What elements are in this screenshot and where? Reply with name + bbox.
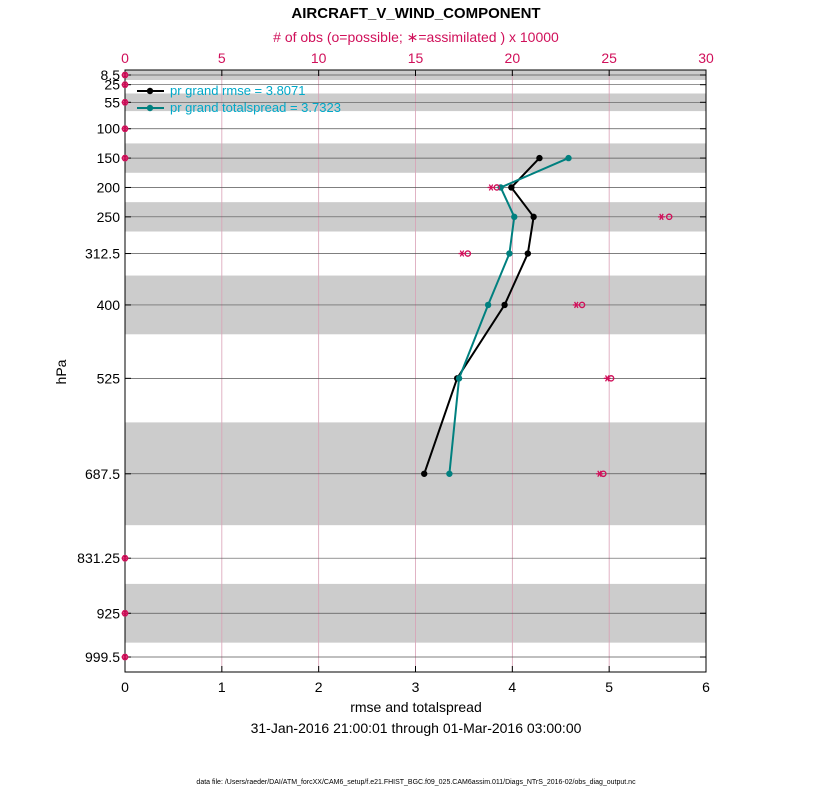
obs-assimilated-4 [121, 154, 129, 162]
x-tick-label-3: 3 [412, 679, 420, 695]
y-tick-label-1: 25 [104, 77, 120, 93]
obs-assimilated-stroke [122, 609, 128, 617]
y-tick-label-11: 831.25 [77, 550, 120, 566]
y-tick-label-0: 8.5 [101, 67, 121, 83]
obs-assimilated-3 [121, 125, 129, 133]
series-0-point-3 [524, 250, 532, 257]
obs-assimilated-stroke [122, 81, 128, 88]
series-0-point-0 [536, 154, 543, 162]
series-1-point-2 [511, 213, 518, 221]
obs-assimilated-stroke [122, 99, 128, 106]
x-axis-label: rmse and totalspread [350, 699, 482, 715]
obs-assimilated-6 [658, 213, 665, 221]
obs-assimilated-stroke [122, 154, 128, 162]
series-1-point-5 [455, 375, 463, 382]
obs-assimilated-9 [603, 375, 611, 382]
x-tick-label-4: 4 [508, 679, 516, 695]
obs-assimilated-10 [596, 470, 603, 478]
obs-assimilated-13 [121, 653, 129, 661]
chart-title: AIRCRAFT_V_WIND_COMPONENT [291, 5, 540, 22]
legend-spread-label: pr grand totalspread = 3.7323 [170, 100, 341, 115]
obs-assimilated-stroke [122, 653, 128, 661]
top-tick-label-5: 25 [601, 50, 617, 66]
obs-assimilated-5 [487, 184, 495, 191]
y-tick-label-3: 100 [97, 121, 121, 137]
obs-assimilated-stroke [597, 470, 602, 478]
top-tick-label-6: 30 [698, 50, 714, 66]
x-tick-label-6: 6 [702, 679, 710, 695]
series-0-point-4 [501, 301, 508, 309]
obs-assimilated-0 [121, 71, 129, 79]
series-0-point-6 [421, 470, 428, 477]
x-tick-label-0: 0 [121, 679, 129, 695]
series-layer [421, 154, 572, 477]
obs-assimilated-stroke [122, 554, 128, 562]
series-1-point-3 [506, 250, 513, 257]
legend-rmse-label: pr grand rmse = 3.8071 [170, 83, 306, 98]
series-1-point-0 [565, 154, 572, 162]
obs-assimilated-stroke [459, 250, 465, 257]
obs-assimilated-stroke [659, 213, 664, 221]
obs-assimilated-8 [572, 301, 580, 309]
obs-markers [121, 71, 673, 661]
date-range: 31-Jan-2016 21:00:01 through 01-Mar-2016… [251, 720, 582, 736]
legend: pr grand rmse = 3.8071 pr grand totalspr… [137, 83, 341, 115]
y-tick-label-5: 200 [97, 179, 121, 195]
obs-assimilated-stroke [488, 184, 494, 191]
legend-spread-marker [146, 104, 154, 112]
obs-possible-6 [665, 213, 673, 221]
series-0-point-1 [508, 184, 515, 191]
y-tick-label-12: 925 [97, 605, 121, 621]
y-tick-label-2: 55 [104, 94, 120, 110]
obs-assimilated-stroke [122, 71, 128, 79]
series-1-point-6 [446, 470, 453, 477]
y-tick-label-6: 250 [97, 209, 121, 225]
x-tick-label-2: 2 [315, 679, 323, 695]
y-axis-label: hPa [53, 359, 69, 384]
top-tick-label-3: 15 [408, 50, 424, 66]
top-tick-label-4: 20 [505, 50, 521, 66]
data-file-footer: data file: /Users/raeder/DAI/ATM_forcXX/… [196, 779, 636, 786]
y-tick-label-9: 525 [97, 370, 121, 386]
y-tick-label-7: 312.5 [85, 246, 120, 262]
x-tick-label-5: 5 [605, 679, 613, 695]
series-1-point-4 [484, 301, 492, 309]
obs-assimilated-1 [121, 81, 129, 88]
top-tick-label-1: 5 [218, 50, 226, 66]
obs-assimilated-12 [121, 609, 129, 617]
legend-rmse-marker [146, 87, 154, 95]
y-tick-label-8: 400 [97, 297, 121, 313]
axis-ticks: 0 1 2 3 4 5 60 5 10 15 20 25 308.5255510015020025031… [77, 50, 714, 695]
series-0-point-2 [530, 213, 537, 221]
y-tick-label-4: 150 [97, 150, 121, 166]
y-tick-label-10: 687.5 [85, 466, 120, 482]
top-tick-label-0: 0 [121, 50, 129, 66]
obs-assimilated-stroke [604, 375, 610, 382]
obs-assimilated-stroke [122, 125, 128, 133]
top-tick-label-2: 10 [311, 50, 327, 66]
obs-assimilated-stroke [573, 301, 579, 309]
top-axis-label: # of obs (o=possible; ∗=assimilated ) x … [273, 29, 559, 45]
obs-assimilated-7 [458, 250, 466, 257]
y-tick-label-13: 999.5 [85, 649, 120, 665]
obs-assimilated-2 [121, 99, 129, 106]
obs-assimilated-11 [121, 554, 129, 562]
x-tick-label-1: 1 [218, 679, 226, 695]
